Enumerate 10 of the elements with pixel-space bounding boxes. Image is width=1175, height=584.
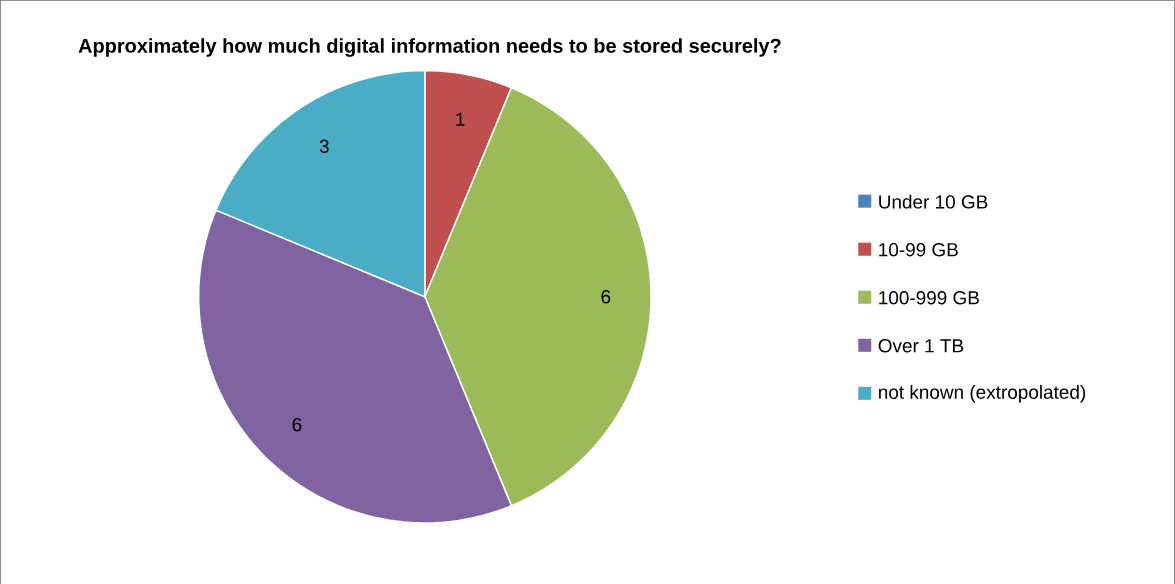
data-label: 1 [456, 112, 465, 126]
legend-label: not known (extropolated) [879, 384, 1086, 403]
chart-title: Approximately how much digital information needs to be stored securely? [78, 37, 781, 57]
data-label: 6 [292, 417, 302, 432]
data-label: 3 [319, 139, 329, 153]
legend-label: Under 10 GB [879, 194, 988, 209]
legend-label: 100-999 GB [879, 290, 979, 305]
data-label: 6 [601, 289, 611, 304]
legend-label: Over 1 TB [878, 338, 964, 353]
legend-label: 10-99 GB [879, 242, 958, 257]
